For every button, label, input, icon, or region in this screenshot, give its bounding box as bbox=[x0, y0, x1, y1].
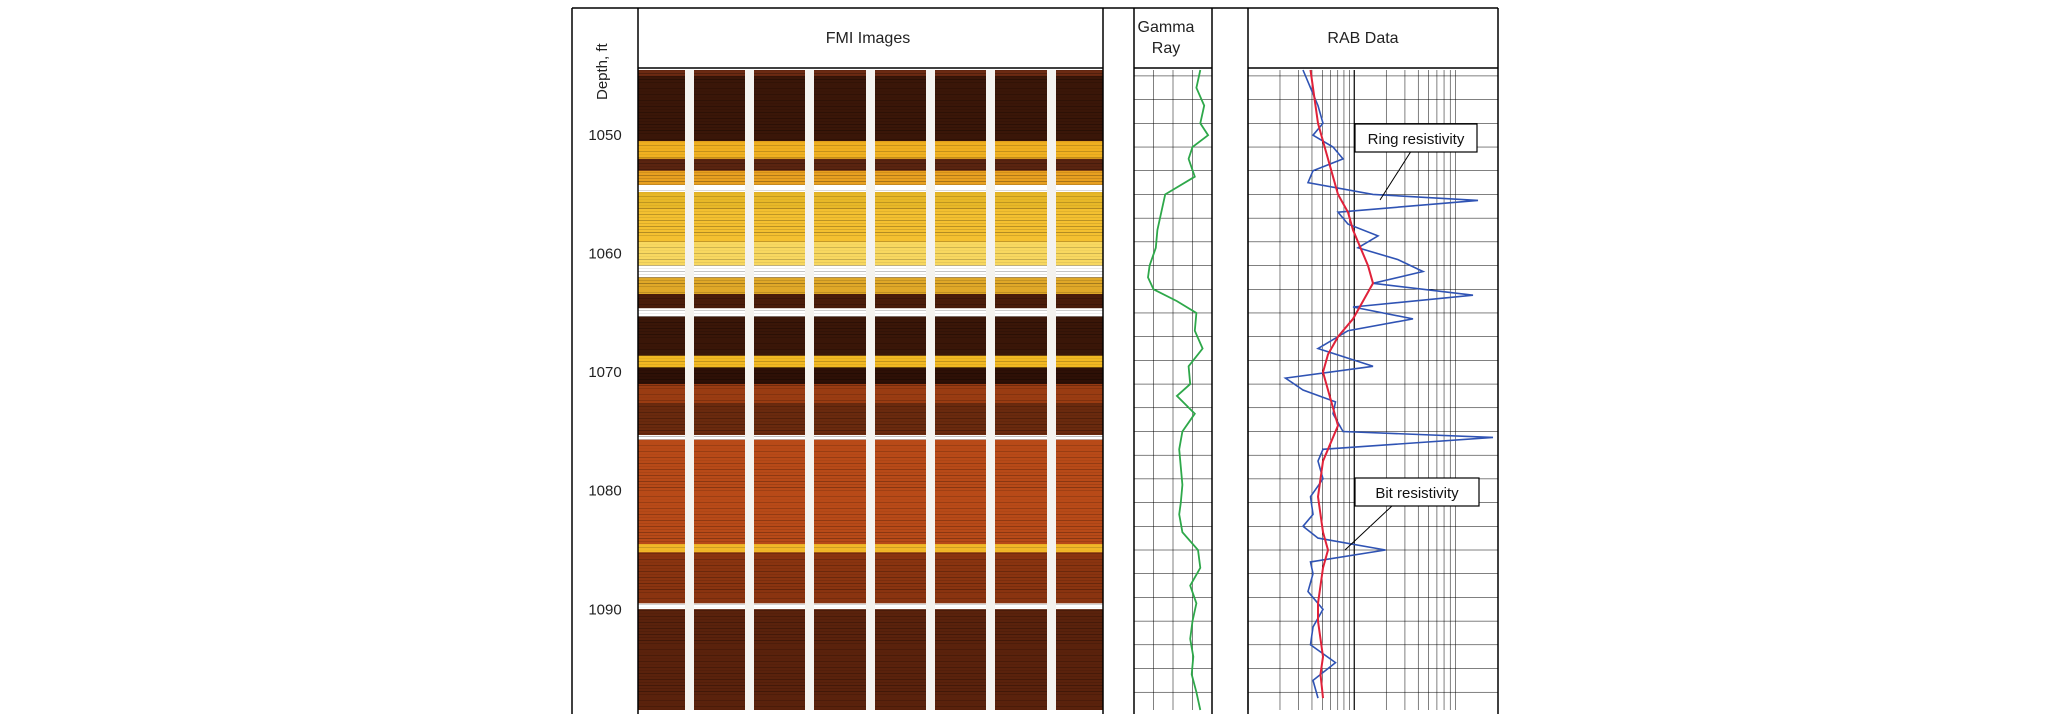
fmi-pad-gap bbox=[986, 70, 995, 710]
rab-header: RAB Data bbox=[1327, 30, 1398, 47]
log-curves bbox=[1147, 69, 1494, 711]
fmi-pad-gaps bbox=[685, 70, 1056, 710]
gamma-header-line2: Ray bbox=[1152, 40, 1180, 57]
fmi-header: FMI Images bbox=[826, 30, 910, 47]
ring-resistivity-label: Ring resistivity bbox=[1368, 131, 1465, 148]
depth-tick-label: 1090 bbox=[588, 601, 621, 618]
bit-resistivity-label: Bit resistivity bbox=[1375, 485, 1459, 502]
fmi-pad-gap bbox=[1047, 70, 1056, 710]
fmi-pad-gap bbox=[805, 70, 814, 710]
bit-resistivity-curve bbox=[1309, 69, 1375, 699]
fmi-pad-gap bbox=[866, 70, 875, 710]
ring-resistivity-callout: Ring resistivity bbox=[1354, 123, 1478, 201]
fmi-pad-gap bbox=[745, 70, 754, 710]
depth-tick-label: 1050 bbox=[588, 127, 621, 144]
gamma-header-line1: Gamma bbox=[1138, 19, 1195, 36]
ring-resistivity-curve bbox=[1283, 69, 1494, 699]
fmi-pad-gap bbox=[926, 70, 935, 710]
track-frames bbox=[571, 7, 1499, 714]
fmi-pad-gap bbox=[685, 70, 694, 710]
bit-resistivity-callout: Bit resistivity bbox=[1344, 477, 1480, 551]
depth-tick-label: 1070 bbox=[588, 364, 621, 381]
depth-tick-label: 1060 bbox=[588, 246, 621, 263]
depth-axis-label: Depth, ft bbox=[594, 42, 611, 100]
depth-tick-label: 1080 bbox=[588, 483, 621, 500]
gamma-ray-curve bbox=[1147, 69, 1210, 711]
log-grid bbox=[1134, 70, 1498, 710]
depth-axis-ticks: 1050 1060 1070 1080 1090 bbox=[588, 127, 621, 618]
